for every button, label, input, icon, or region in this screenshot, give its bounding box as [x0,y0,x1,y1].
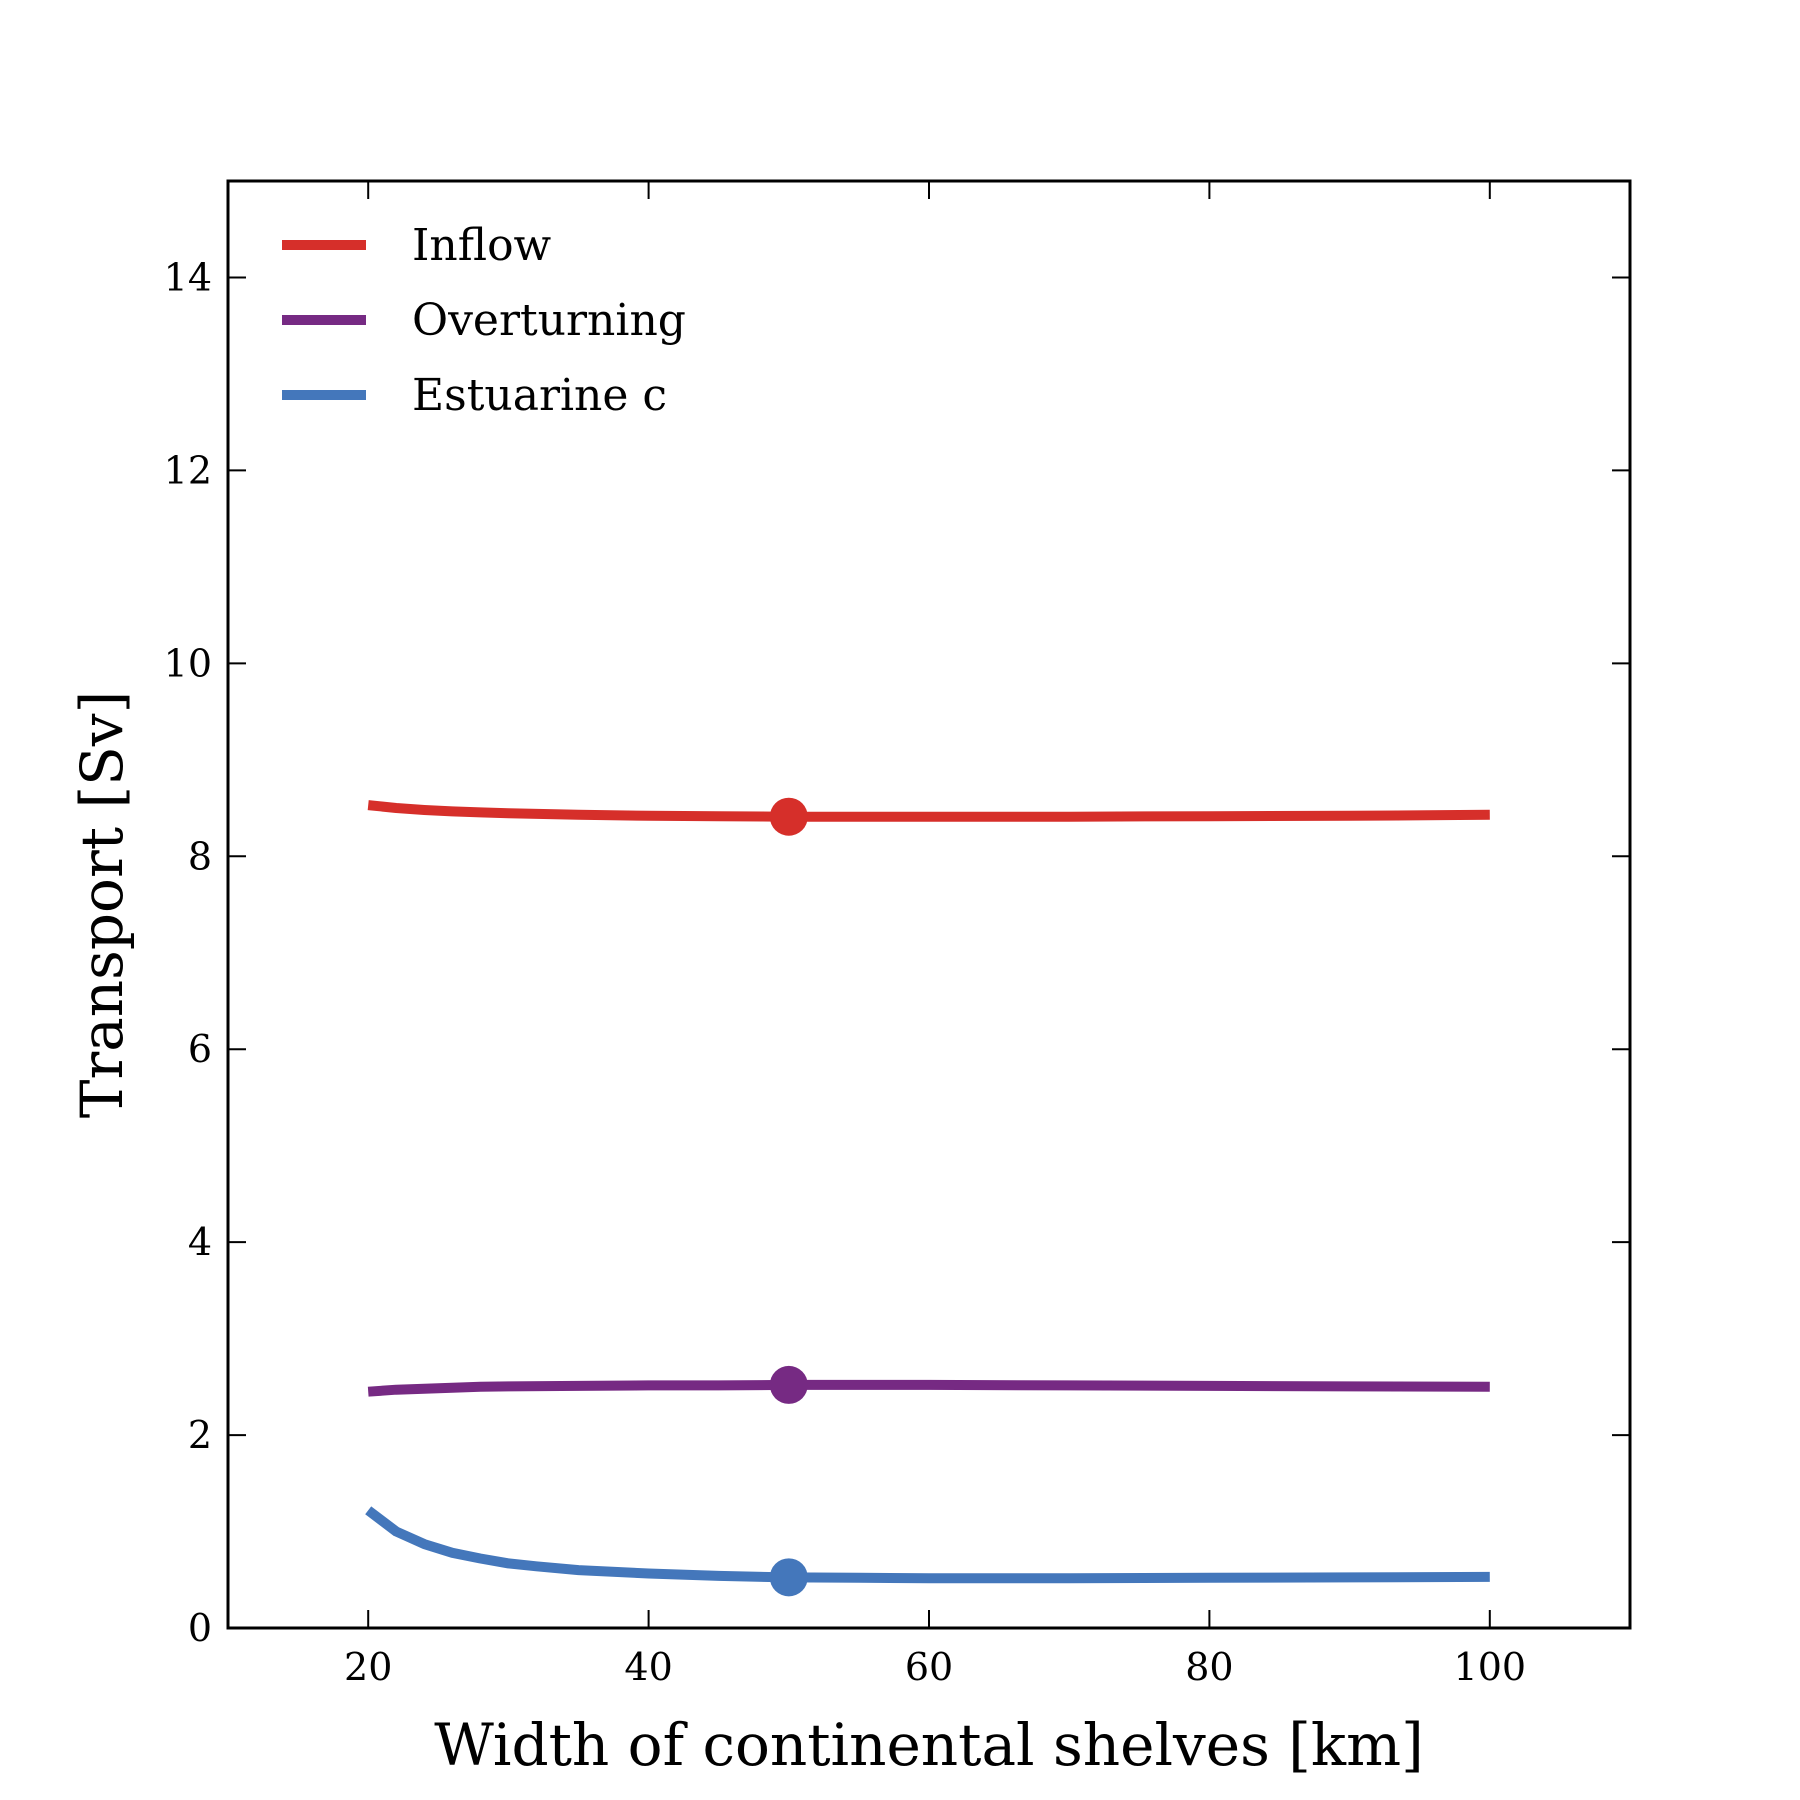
x-tick-label-20: 20 [344,1645,392,1689]
series-marker-inflow [769,797,808,836]
series-marker-estuarine-c [769,1558,808,1597]
series-line-inflow [367,800,1490,822]
y-axis-label: Transport [Sv] [68,691,136,1118]
plot-frame [226,179,1632,1630]
y-tick-label-4: 4 [188,1220,212,1264]
series-layer [365,797,1490,1597]
legend: Inflow Overturning Estuarine c [282,220,686,421]
y-tick-label-14: 14 [164,255,212,299]
legend-label-inflow: Inflow [412,220,552,271]
legend-label-estuarine-c: Estuarine c [412,370,667,421]
x-axis-label: Width of continental shelves [km] [434,1711,1423,1779]
series-line-overturning [367,1379,1490,1397]
series-line-estuarine-c [365,1506,1490,1584]
y-tick-label-2: 2 [188,1413,212,1457]
x-tick-label-80: 80 [1185,1645,1233,1689]
y-tick-label-8: 8 [188,834,212,878]
series-marker-overturning [769,1365,808,1404]
y-tick-label-10: 10 [164,641,212,685]
y-tick-label-12: 12 [164,448,212,492]
y-tick-label-0: 0 [188,1606,212,1650]
x-tick-label-100: 100 [1454,1645,1527,1689]
ticks-layer: 20 40 60 80 100 0 2 4 6 8 10 12 14 [164,181,1630,1689]
y-tick-label-6: 6 [188,1027,212,1071]
x-tick-label-60: 60 [905,1645,953,1689]
legend-label-overturning: Overturning [412,295,686,346]
x-tick-label-40: 40 [624,1645,672,1689]
